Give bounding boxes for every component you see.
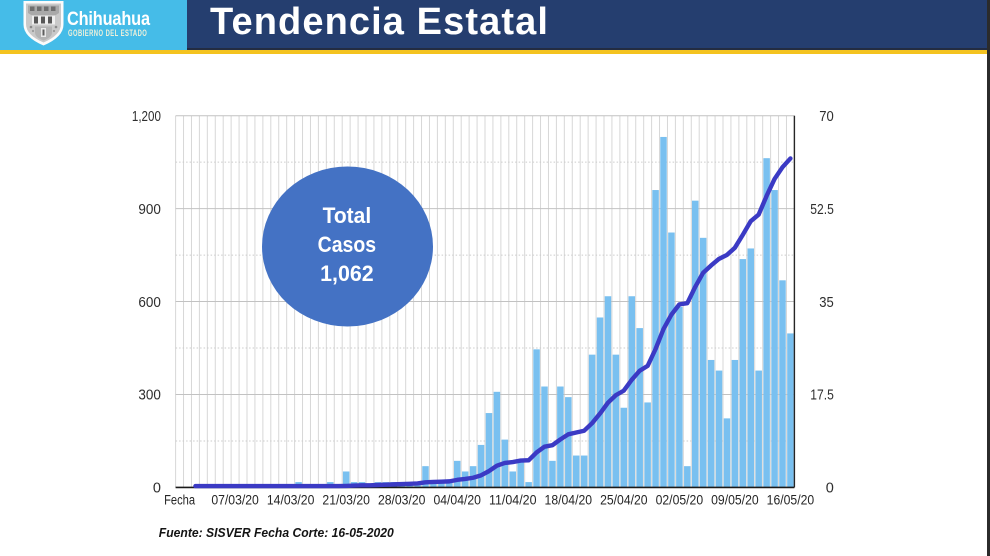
svg-text:600: 600 xyxy=(138,295,161,311)
svg-text:1,062: 1,062 xyxy=(320,261,374,286)
svg-text:11/04/20: 11/04/20 xyxy=(489,493,537,509)
svg-text:21/03/20: 21/03/20 xyxy=(322,493,370,509)
svg-text:28/03/20: 28/03/20 xyxy=(378,493,426,509)
svg-text:07/03/20: 07/03/20 xyxy=(211,493,259,509)
svg-text:0: 0 xyxy=(826,481,834,497)
svg-text:900: 900 xyxy=(138,202,161,218)
svg-text:16/05/20: 16/05/20 xyxy=(767,493,815,509)
svg-text:Fecha: Fecha xyxy=(164,493,195,509)
svg-text:09/05/20: 09/05/20 xyxy=(711,493,759,509)
svg-text:52.5: 52.5 xyxy=(810,202,834,218)
svg-text:04/04/20: 04/04/20 xyxy=(433,493,481,509)
svg-text:18/04/20: 18/04/20 xyxy=(545,493,593,509)
svg-text:1,200: 1,200 xyxy=(132,109,161,125)
svg-text:Total: Total xyxy=(323,203,372,228)
svg-text:14/03/20: 14/03/20 xyxy=(267,493,315,509)
svg-text:Fuente: SISVER Fecha Corte: 16: Fuente: SISVER Fecha Corte: 16-05-2020 xyxy=(159,525,395,540)
svg-text:0: 0 xyxy=(153,481,161,497)
svg-text:25/04/20: 25/04/20 xyxy=(600,493,648,509)
svg-text:70: 70 xyxy=(819,109,834,125)
svg-text:17.5: 17.5 xyxy=(810,388,834,404)
svg-text:Casos: Casos xyxy=(318,232,377,257)
svg-text:02/05/20: 02/05/20 xyxy=(656,493,704,509)
svg-text:35: 35 xyxy=(819,295,834,311)
svg-text:300: 300 xyxy=(138,388,161,404)
